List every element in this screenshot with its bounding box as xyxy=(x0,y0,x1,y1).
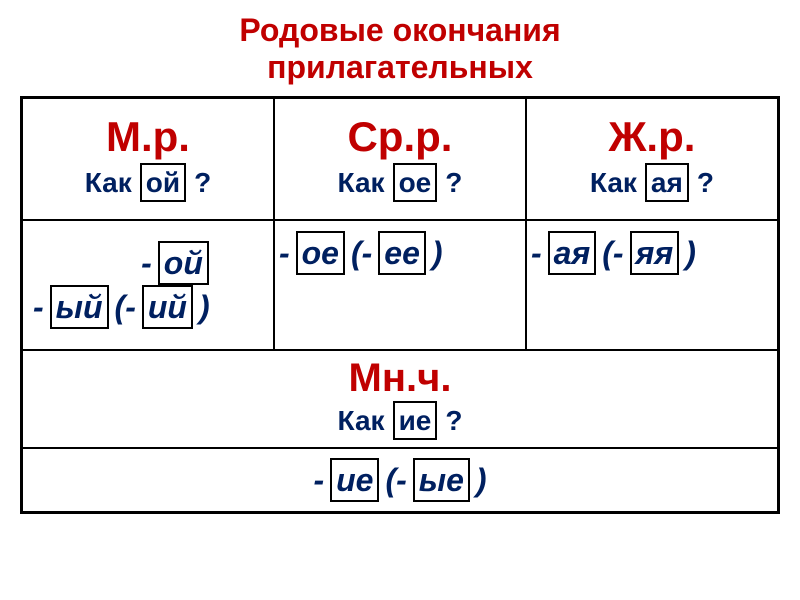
ending-box: яя xyxy=(630,231,680,275)
ending-box: ый xyxy=(50,285,109,329)
q-boxed: ое xyxy=(393,163,438,202)
close: ) xyxy=(685,233,696,273)
open: (- xyxy=(385,460,406,500)
q-boxed: ая xyxy=(645,163,689,202)
q-boxed: ие xyxy=(393,401,438,440)
plural-header: Мн.ч. Как ие ? xyxy=(22,350,778,448)
q-mark: ? xyxy=(697,166,714,200)
endings-sr: - ое (- ее ) xyxy=(279,231,443,275)
close: ) xyxy=(476,460,487,500)
ending-box: ой xyxy=(158,241,209,285)
q-prefix: Как xyxy=(338,404,385,438)
endings-mr: - ой - ый (- ий ) xyxy=(29,241,269,329)
q-mark: ? xyxy=(445,404,462,438)
q-prefix: Как xyxy=(85,166,132,200)
close: ) xyxy=(199,287,210,327)
dash: - xyxy=(141,243,152,283)
endings-feminine: - ая (- яя ) xyxy=(526,220,778,350)
endings-table: М.р. Как ой ? Ср.р. Как ое ? Ж.р. Как ая… xyxy=(20,96,780,514)
open: (- xyxy=(351,233,372,273)
q-prefix: Как xyxy=(338,166,385,200)
ending-box: ий xyxy=(142,285,193,329)
gender-question-mr: Как ой ? xyxy=(85,163,211,202)
col-neuter: Ср.р. Как ое ? xyxy=(274,98,526,220)
dash: - xyxy=(33,287,44,327)
gender-question-sr: Как ое ? xyxy=(338,163,463,202)
dash: - xyxy=(313,460,324,500)
ending-box: ее xyxy=(378,231,426,275)
gender-label-mr: М.р. xyxy=(106,115,190,159)
q-boxed: ой xyxy=(140,163,186,202)
ending-box: ая xyxy=(548,231,597,275)
gender-question-zhr: Как ая ? xyxy=(590,163,714,202)
open: (- xyxy=(602,233,623,273)
ending-box: ые xyxy=(413,458,470,502)
plural-header-row: Мн.ч. Как ие ? xyxy=(22,350,778,448)
q-mark: ? xyxy=(445,166,462,200)
gender-label-zhr: Ж.р. xyxy=(608,115,695,159)
plural-endings-row: - ие (- ые ) xyxy=(22,448,778,512)
open: (- xyxy=(115,287,136,327)
endings-neuter: - ое (- ее ) xyxy=(274,220,526,350)
q-mark: ? xyxy=(194,166,211,200)
title-line2: прилагательных xyxy=(239,49,560,86)
plural-label: Мн.ч. xyxy=(349,357,452,399)
endings-row: - ой - ый (- ий ) - ое (- ее ) xyxy=(22,220,778,350)
gender-header-row: М.р. Как ой ? Ср.р. Как ое ? Ж.р. Как ая… xyxy=(22,98,778,220)
plural-endings: - ие (- ые ) xyxy=(313,458,486,502)
endings-masculine: - ой - ый (- ий ) xyxy=(22,220,274,350)
ending-box: ие xyxy=(330,458,379,502)
col-masculine: М.р. Как ой ? xyxy=(22,98,274,220)
endings-zhr: - ая (- яя ) xyxy=(531,231,696,275)
plural-endings-cell: - ие (- ые ) xyxy=(22,448,778,512)
close: ) xyxy=(432,233,443,273)
dash: - xyxy=(531,233,542,273)
title-line1: Родовые окончания xyxy=(239,12,560,49)
col-feminine: Ж.р. Как ая ? xyxy=(526,98,778,220)
page-title: Родовые окончания прилагательных xyxy=(239,12,560,86)
q-prefix: Как xyxy=(590,166,637,200)
gender-label-sr: Ср.р. xyxy=(347,115,452,159)
plural-question: Как ие ? xyxy=(338,401,463,440)
ending-box: ое xyxy=(296,231,345,275)
dash: - xyxy=(279,233,290,273)
